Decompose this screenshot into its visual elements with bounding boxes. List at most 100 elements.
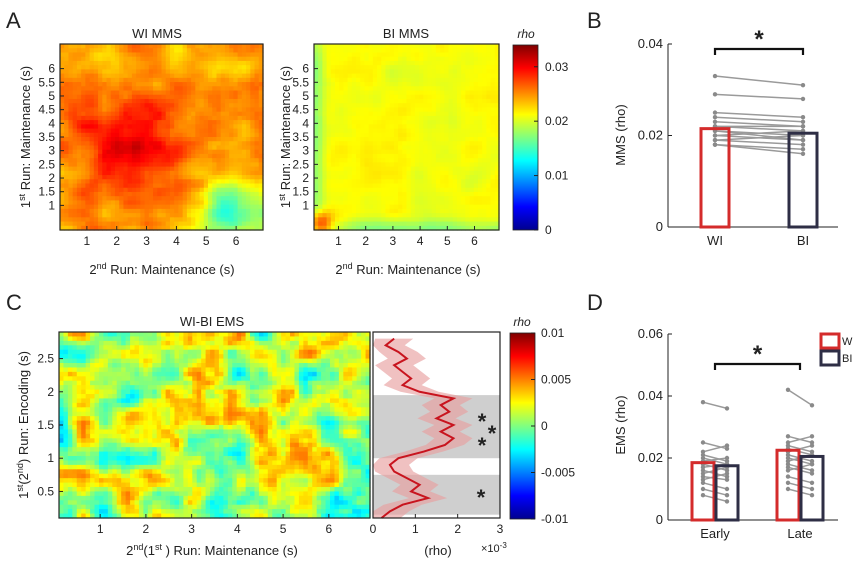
heatmap-bi-cell <box>314 204 319 210</box>
heatmap-wi-cell <box>85 141 91 147</box>
heatmap-ems-cell <box>72 394 78 400</box>
heatmap-wi-cell <box>106 217 112 223</box>
heatmap-bi-cell <box>444 56 450 62</box>
heatmap-ems-cell <box>63 380 69 386</box>
heatmap-bi-cell <box>377 170 382 176</box>
heatmap-ems-cell <box>98 371 105 377</box>
heatmap-ems-cell <box>67 491 73 497</box>
heatmap-wi-cell <box>161 213 167 218</box>
heatmap-bi-cell <box>314 217 319 223</box>
heatmap-bi-cell <box>402 65 408 70</box>
heatmap-wi-cell <box>258 200 264 206</box>
heatmap-ems-cell <box>134 433 140 439</box>
heatmap-wi-cell <box>258 111 264 117</box>
heatmap-bi-cell <box>419 187 424 193</box>
heatmap-wi-cell <box>199 77 205 83</box>
heatmap-bi-cell <box>448 191 454 197</box>
heatmap-bi-cell <box>477 204 483 210</box>
heatmap-wi-cell <box>85 208 91 214</box>
heatmap-bi-cell <box>318 208 323 214</box>
heatmap-bi-cell <box>431 77 437 83</box>
heatmap-wi-cell <box>199 187 205 193</box>
heatmap-wi-cell <box>131 128 137 134</box>
heatmap-wi-cell <box>220 187 226 193</box>
heatmap-bi-cell <box>377 187 382 193</box>
heatmap-ems-cell <box>63 363 69 369</box>
heatmap-wi-cell <box>157 44 163 49</box>
heatmap-ems-cell <box>90 425 96 431</box>
heatmap-bi-cell <box>318 69 323 75</box>
heatmap-wi-cell <box>216 204 222 210</box>
heatmap-wi-cell <box>182 141 188 147</box>
heatmap-wi-cell <box>199 191 205 197</box>
heatmap-bi-cell <box>414 158 420 163</box>
heatmap-bi-cell <box>452 179 458 185</box>
heatmap-bi-cell <box>414 191 420 197</box>
heatmap-wi-cell <box>258 77 264 83</box>
heatmap-wi-cell <box>212 82 218 87</box>
heatmap-wi-cell <box>72 98 78 104</box>
heatmap-wi-cell <box>229 183 234 189</box>
heatmap-wi-cell <box>203 44 209 49</box>
heatmap-wi-cell <box>250 179 256 185</box>
heatmap-ems-cell <box>103 500 109 506</box>
heatmap-ems-cell <box>130 482 136 488</box>
heatmap-bi-cell <box>356 52 361 58</box>
heatmap-wi-cell <box>136 69 141 75</box>
heatmap-bi-cell <box>427 44 433 49</box>
heatmap-wi-cell <box>131 196 137 202</box>
heatmap-wi-cell <box>123 69 129 75</box>
heatmap-bi-cell <box>322 149 328 155</box>
heatmap-bi-cell <box>410 60 416 66</box>
heatmap-bi-cell <box>435 69 441 75</box>
heatmap-wi-cell <box>174 162 180 168</box>
heatmap-bi-cell <box>419 115 424 121</box>
heatmap-bi-cell <box>330 94 336 100</box>
heatmap-bi-cell <box>410 175 416 180</box>
heatmap-ems-cell <box>76 332 82 338</box>
heatmap-bi-cell <box>343 65 349 70</box>
heatmap-bi-cell <box>477 175 483 180</box>
heatmap-wi-cell <box>64 196 70 202</box>
heatmap-bi-cell <box>339 56 345 62</box>
heatmap-wi-cell <box>114 52 120 58</box>
heatmap-wi-cell <box>93 73 99 79</box>
heatmap-wi-cell <box>169 128 175 134</box>
heatmap-bi-cell <box>381 44 387 49</box>
heatmap-ems-cell <box>121 478 127 484</box>
heatmap-bi-cell <box>318 128 323 134</box>
heatmap-ems-cell <box>125 469 131 475</box>
heatmap-bi-cell <box>339 65 345 70</box>
heatmap-wi-cell <box>153 44 158 49</box>
heatmap-wi-cell <box>199 103 205 109</box>
heatmap-wi-cell <box>114 115 120 121</box>
heatmap-wi-cell <box>254 158 260 163</box>
heatmap-wi-cell <box>199 225 205 231</box>
heatmap-bi-cell <box>398 162 403 168</box>
heatmap-wi-cell <box>110 208 116 214</box>
heatmap-wi-cell <box>203 111 209 117</box>
heatmap-bi-cell <box>335 82 340 87</box>
heatmap-bi-cell <box>377 73 382 79</box>
heatmap-wi-cell <box>212 162 218 168</box>
heatmap-bi-cell <box>435 225 441 231</box>
heatmap-wi-cell <box>208 204 213 210</box>
heatmap-bi-cell <box>368 183 374 189</box>
heatmap-wi-cell <box>123 73 129 79</box>
heatmap-wi-cell <box>182 187 188 193</box>
heatmap-wi-cell <box>136 132 141 138</box>
heatmap-ems-cell <box>81 420 87 426</box>
heatmap-wi-cell <box>93 187 99 193</box>
heatmap-wi-cell <box>212 111 218 117</box>
heatmap-bi-cell <box>406 149 412 155</box>
heatmap-bi-cell <box>326 170 332 176</box>
heatmap-wi-cell <box>93 200 99 206</box>
heatmap-wi-cell <box>76 170 82 176</box>
heatmap-bi-cell <box>381 208 387 214</box>
heatmap-ems-cell <box>134 332 140 338</box>
heatmap-wi-cell <box>208 141 213 147</box>
heatmap-bi-cell <box>406 124 412 130</box>
heatmap-ems-cell <box>134 469 140 475</box>
heatmap-wi-cell <box>224 82 230 87</box>
heatmap-wi-cell <box>85 145 91 151</box>
